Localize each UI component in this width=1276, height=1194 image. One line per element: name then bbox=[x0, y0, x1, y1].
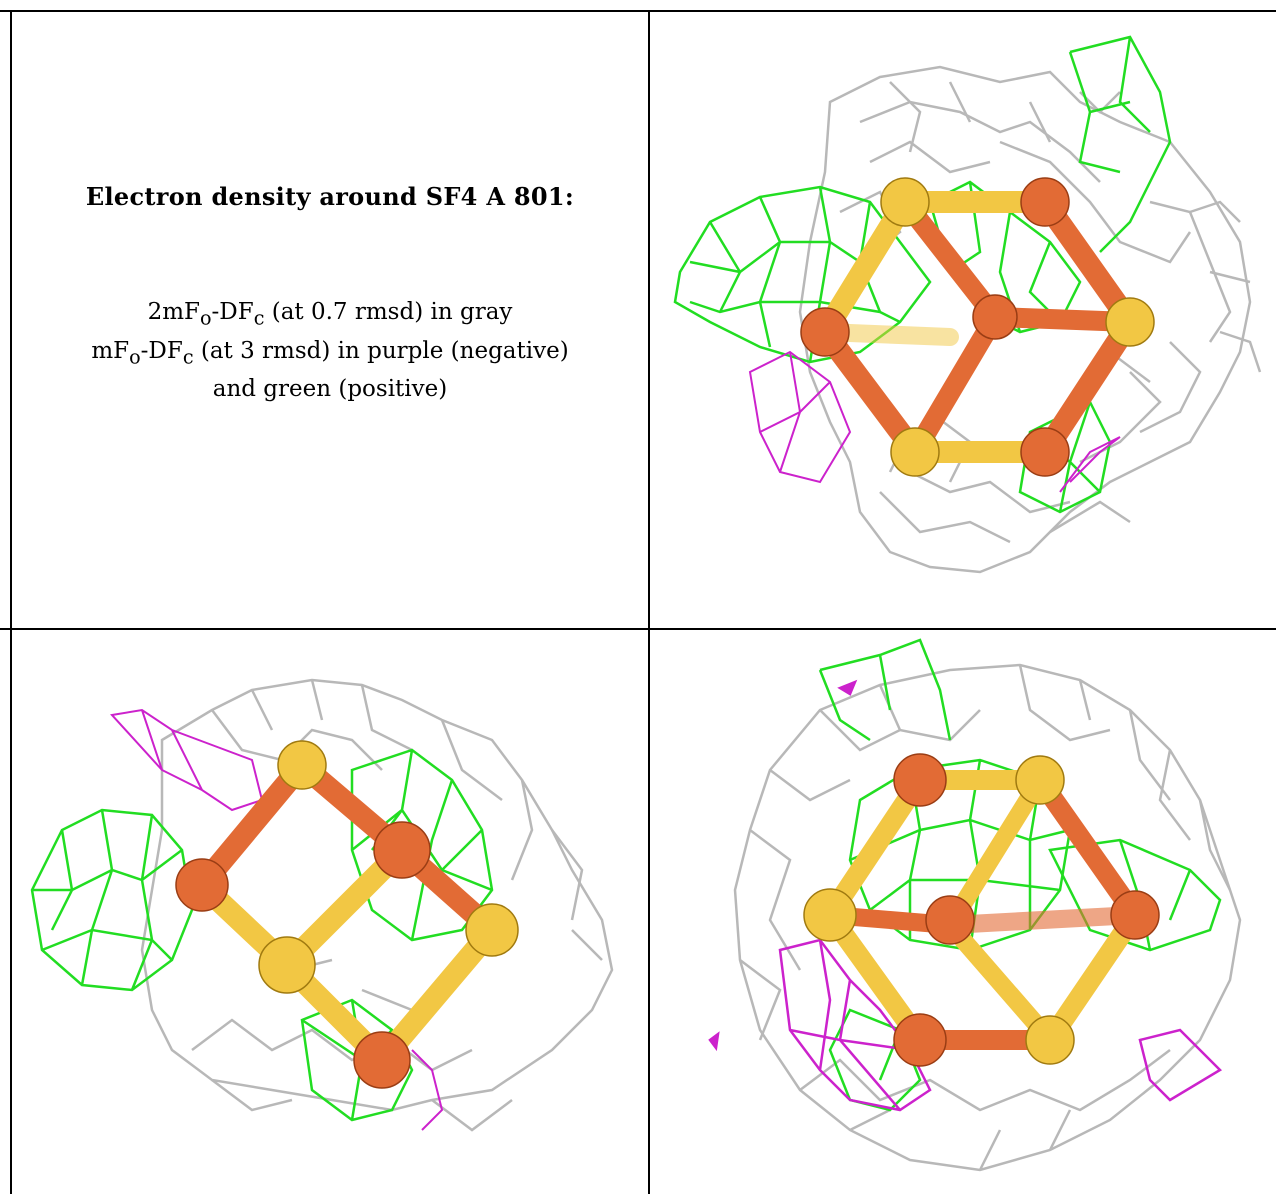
sulfur-atom bbox=[1105, 297, 1155, 347]
iron-atom bbox=[972, 294, 1018, 340]
purple-negative-mesh bbox=[110, 708, 444, 1131]
iron-atom bbox=[925, 895, 975, 945]
sulfur-atom bbox=[890, 427, 940, 477]
border-left bbox=[10, 10, 12, 1194]
caption-block: Electron density around SF4 A 801: 2mFo-… bbox=[12, 12, 648, 628]
bond bbox=[814, 321, 926, 463]
iron-atom bbox=[800, 307, 850, 357]
molecule-view-1 bbox=[650, 12, 1276, 628]
sulfur-atom bbox=[1015, 755, 1065, 805]
bond bbox=[1040, 905, 1145, 1050]
divider-vertical bbox=[648, 10, 650, 1194]
bond-group bbox=[820, 770, 1145, 1050]
sulfur-atom bbox=[465, 903, 519, 957]
bond bbox=[1030, 770, 1145, 925]
molecule-view-3 bbox=[650, 630, 1276, 1194]
atom-group bbox=[175, 740, 519, 1089]
legend-line-colors: and green (positive) bbox=[212, 376, 448, 403]
molecule-view-3-svg bbox=[708, 638, 1242, 1172]
bond bbox=[941, 906, 1144, 934]
molecule-view-1-svg bbox=[673, 35, 1262, 574]
bond bbox=[905, 307, 1005, 462]
gray-density-mesh bbox=[733, 663, 1242, 1172]
atom-group bbox=[800, 177, 1155, 477]
iron-atom bbox=[373, 821, 431, 879]
molecule-view-2 bbox=[12, 630, 648, 1194]
divider-horizontal bbox=[0, 628, 1276, 630]
bond-group bbox=[191, 754, 503, 1071]
bond bbox=[814, 191, 916, 343]
border-top bbox=[0, 10, 1276, 12]
map-legend: 2mFo-DFc (at 0.7 rmsd) in gray mFo-DFc (… bbox=[12, 296, 648, 405]
atom-group bbox=[803, 753, 1160, 1067]
legend-line-2fofc: 2mFo-DFc (at 0.7 rmsd) in gray bbox=[147, 299, 513, 330]
iron-atom bbox=[893, 753, 947, 807]
sulfur-atom bbox=[803, 888, 857, 942]
bond bbox=[1034, 311, 1141, 463]
legend-line-fofc: mFo-DFc (at 3 rmsd) in purple (negative) bbox=[91, 337, 569, 369]
figure-title: Electron density around SF4 A 801: bbox=[85, 182, 575, 211]
molecule-view-2-svg bbox=[30, 678, 614, 1132]
sulfur-atom bbox=[277, 740, 327, 790]
bond bbox=[941, 916, 1059, 1049]
iron-atom bbox=[1110, 890, 1160, 940]
purple-negative-mesh bbox=[708, 679, 1223, 1112]
sulfur-atom bbox=[880, 177, 930, 227]
iron-atom bbox=[1020, 427, 1070, 477]
sulfur-atom bbox=[1025, 1015, 1075, 1065]
iron-atom bbox=[353, 1031, 411, 1089]
iron-atom bbox=[1020, 177, 1070, 227]
bond bbox=[820, 770, 930, 925]
caption-cell: Electron density around SF4 A 801: 2mFo-… bbox=[12, 12, 648, 628]
purple-negative-mesh bbox=[748, 350, 1121, 493]
sulfur-atom bbox=[258, 936, 316, 994]
iron-atom bbox=[175, 858, 229, 912]
iron-atom bbox=[893, 1013, 947, 1067]
